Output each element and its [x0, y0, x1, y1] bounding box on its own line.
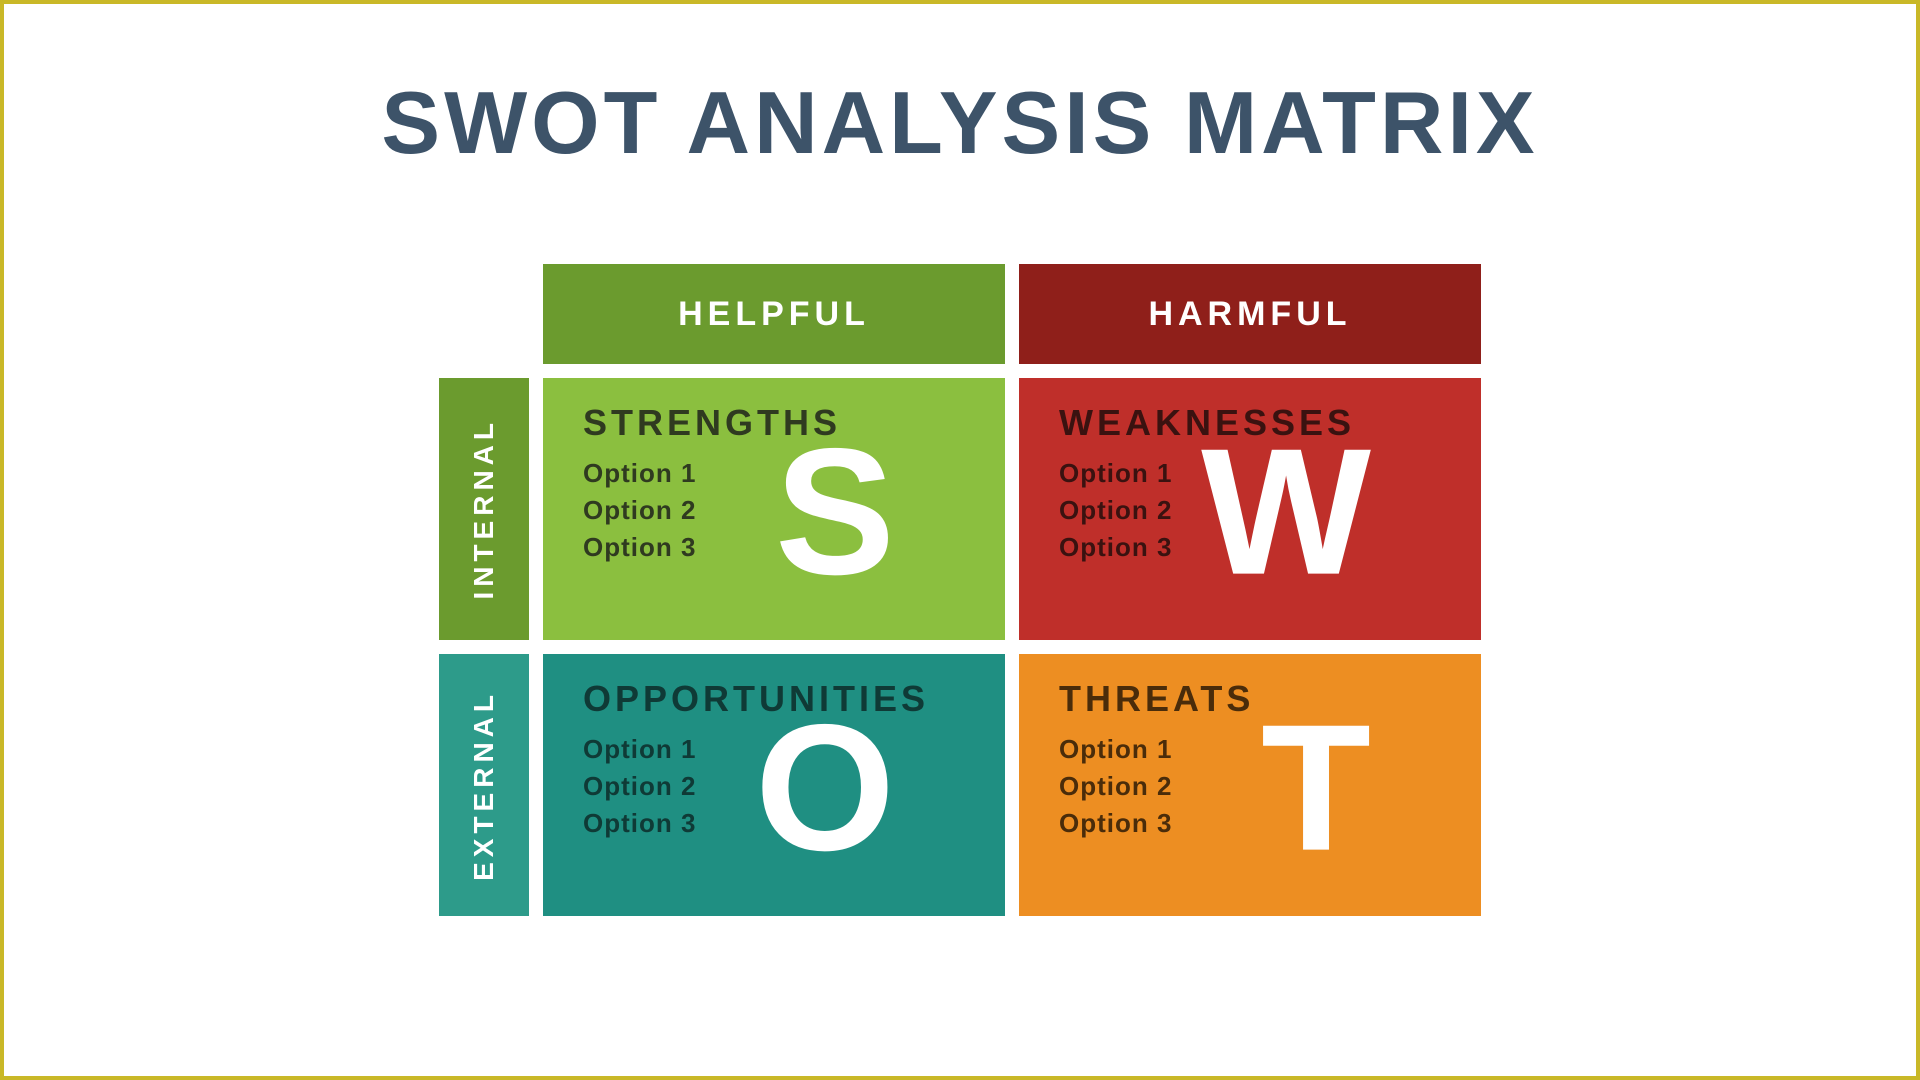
column-header-label: HELPFUL [678, 295, 870, 334]
quadrant-option: Option 1 [1059, 734, 1445, 765]
quadrant-letter: O [755, 699, 895, 879]
quadrant-threats: THREATS Option 1 Option 2 Option 3 T [1019, 654, 1481, 916]
quadrant-letter: S [775, 423, 895, 603]
column-header-label: HARMFUL [1148, 295, 1351, 334]
row-header-external: EXTERNAL [439, 654, 529, 916]
column-header-helpful: HELPFUL [543, 264, 1005, 364]
matrix-corner-spacer [439, 264, 529, 364]
quadrant-letter: W [1201, 423, 1371, 603]
quadrant-strengths: STRENGTHS Option 1 Option 2 Option 3 S [543, 378, 1005, 640]
quadrant-letter: T [1261, 699, 1371, 879]
row-header-label: INTERNAL [468, 418, 500, 600]
quadrant-title: THREATS [1059, 678, 1445, 720]
row-header-internal: INTERNAL [439, 378, 529, 640]
quadrant-weaknesses: WEAKNESSES Option 1 Option 2 Option 3 W [1019, 378, 1481, 640]
quadrant-option: Option 2 [1059, 771, 1445, 802]
swot-matrix: HELPFUL HARMFUL INTERNAL STRENGTHS Optio… [439, 264, 1481, 916]
quadrant-opportunities: OPPORTUNITIES Option 1 Option 2 Option 3… [543, 654, 1005, 916]
quadrant-options: Option 1 Option 2 Option 3 [1059, 734, 1445, 839]
quadrant-option: Option 3 [1059, 808, 1445, 839]
row-header-label: EXTERNAL [468, 690, 500, 881]
page-title: SWOT ANALYSIS MATRIX [381, 72, 1538, 174]
column-header-harmful: HARMFUL [1019, 264, 1481, 364]
